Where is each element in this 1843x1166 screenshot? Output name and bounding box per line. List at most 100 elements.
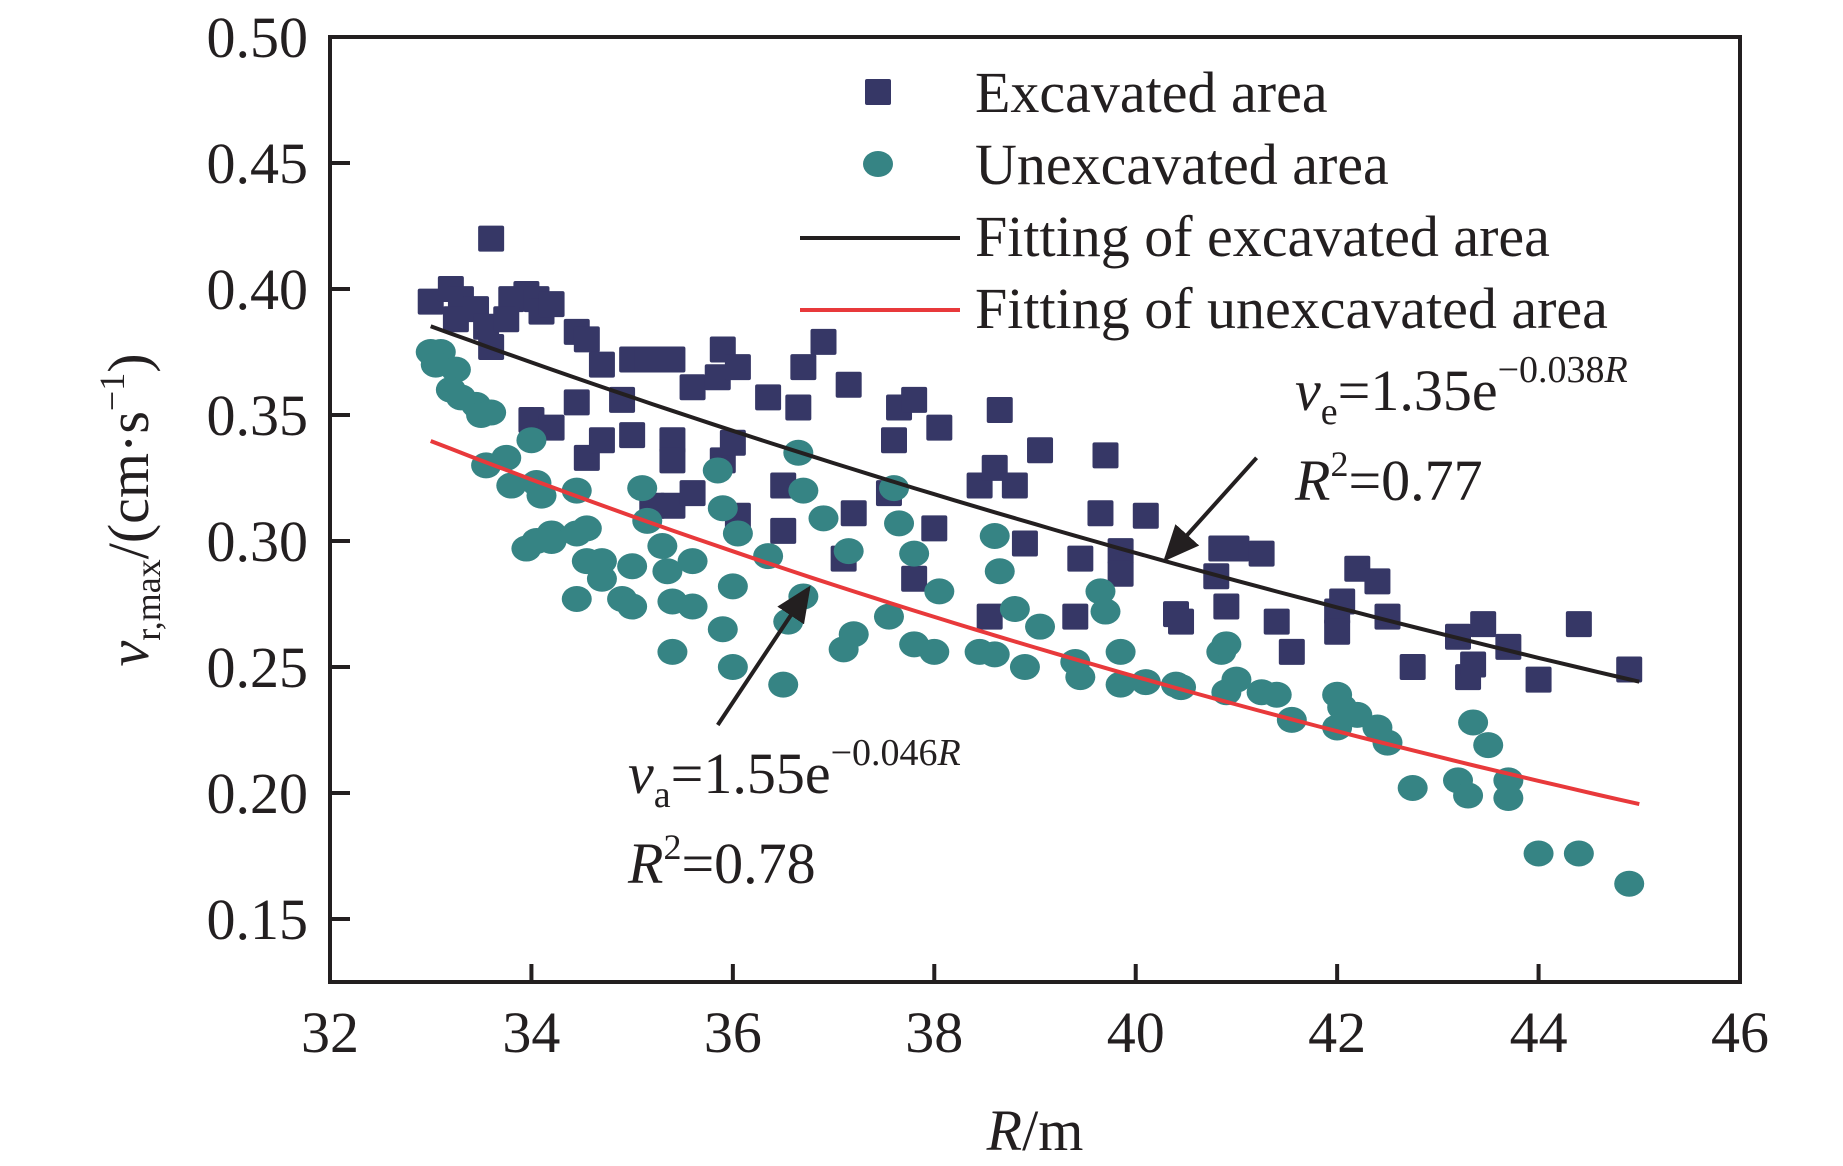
data-point-unexcavated — [1105, 638, 1136, 665]
data-point-unexcavated — [496, 472, 527, 499]
y-tick-label: 0.25 — [207, 635, 309, 700]
data-point-excavated — [1525, 666, 1552, 693]
data-point-excavated — [1364, 568, 1391, 595]
data-point-excavated — [1062, 603, 1089, 630]
data-point-excavated — [901, 386, 928, 413]
y-tick-label: 0.15 — [207, 887, 309, 952]
data-point-unexcavated — [722, 520, 753, 547]
legend-item: Unexcavated area — [863, 132, 1389, 197]
data-point-unexcavated — [647, 533, 678, 560]
data-point-unexcavated — [899, 540, 930, 567]
x-tick-label: 34 — [502, 1000, 560, 1065]
data-point-unexcavated — [808, 505, 839, 532]
data-point-unexcavated — [1065, 664, 1096, 691]
annotations: ve=1.35e−0.038R R2=0.77 va=1.55e−0.046R R2=… — [627, 349, 1628, 896]
data-point-unexcavated — [788, 477, 819, 504]
data-point-unexcavated — [984, 558, 1015, 585]
data-point-unexcavated — [702, 457, 733, 484]
data-point-excavated — [659, 346, 686, 373]
data-point-excavated — [518, 407, 545, 434]
x-tick-label: 32 — [301, 1000, 359, 1065]
legend-item: Fitting of excavated area — [800, 204, 1550, 269]
data-point-unexcavated — [999, 596, 1030, 623]
data-point-excavated — [1001, 472, 1028, 499]
data-point-unexcavated — [677, 548, 708, 575]
data-point-excavated — [901, 565, 928, 592]
data-point-unexcavated — [1025, 613, 1056, 640]
data-point-excavated — [1132, 502, 1159, 529]
data-point-excavated — [679, 374, 706, 401]
legend-label: Fitting of unexcavated area — [975, 276, 1608, 341]
x-tick-label: 42 — [1308, 1000, 1366, 1065]
data-point-excavated — [770, 517, 797, 544]
data-point-unexcavated — [707, 616, 738, 643]
y-tick-label: 0.50 — [207, 5, 309, 70]
r-squared-unexcavated: R2=0.78 — [627, 827, 816, 896]
fit-lines — [429, 324, 1640, 807]
data-point-excavated — [921, 515, 948, 542]
plot-frame — [328, 35, 1742, 984]
data-point-excavated — [1213, 593, 1240, 620]
axis-titles: R/m vr,max/(cm·s−1) — [92, 353, 1083, 1163]
equation-excavated: ve=1.35e−0.038R — [1295, 349, 1628, 433]
data-point-excavated — [563, 389, 590, 416]
data-point-unexcavated — [1453, 782, 1484, 809]
data-point-unexcavated — [476, 399, 507, 426]
data-point-unexcavated — [1221, 666, 1252, 693]
y-tick-label: 0.45 — [207, 131, 309, 196]
data-point-unexcavated — [516, 427, 547, 454]
data-point-unexcavated — [617, 593, 648, 620]
y-tick-label: 0.35 — [207, 383, 309, 448]
data-point-unexcavated — [1105, 671, 1136, 698]
data-point-unexcavated — [586, 565, 617, 592]
data-point-unexcavated — [1211, 631, 1242, 658]
data-point-excavated — [619, 422, 646, 449]
data-point-excavated — [840, 500, 867, 527]
y-tick-label: 0.30 — [207, 509, 309, 574]
data-point-excavated — [1107, 560, 1134, 587]
data-point-excavated — [1092, 442, 1119, 469]
data-point-excavated — [679, 480, 706, 507]
data-point-excavated — [719, 429, 746, 456]
x-tick-label: 38 — [905, 1000, 963, 1065]
data-point-excavated — [981, 454, 1008, 481]
data-point-unexcavated — [536, 528, 567, 554]
data-point-unexcavated — [768, 671, 799, 698]
x-tick-label: 44 — [1510, 1000, 1568, 1065]
x-axis-title: R/m — [986, 1098, 1084, 1163]
data-point-unexcavated — [979, 522, 1010, 549]
data-point-unexcavated — [677, 593, 708, 620]
data-point-unexcavated — [1473, 732, 1504, 759]
data-point-unexcavated — [1458, 709, 1489, 736]
data-point-unexcavated — [657, 638, 688, 665]
data-point-excavated — [785, 394, 812, 421]
data-point-excavated — [1470, 611, 1497, 638]
y-axis-title: vr,max/(cm·s−1) — [92, 353, 168, 666]
data-point-excavated — [1107, 538, 1134, 565]
data-point-excavated — [1399, 654, 1426, 680]
data-point-unexcavated — [652, 558, 683, 585]
data-point-excavated — [659, 492, 686, 519]
data-point-unexcavated — [979, 641, 1010, 668]
fit-line-excavated — [430, 324, 1640, 684]
data-point-excavated — [1011, 530, 1038, 557]
data-point-unexcavated — [617, 553, 648, 580]
data-point-excavated — [1087, 500, 1114, 527]
data-point-unexcavated — [884, 510, 915, 537]
data-point-unexcavated — [1261, 681, 1292, 708]
y-tick-label: 0.40 — [207, 257, 309, 322]
annotation-arrow — [716, 585, 811, 727]
legend-item: Fitting of unexcavated area — [800, 276, 1608, 341]
data-point-excavated — [1460, 651, 1487, 678]
data-point-excavated — [573, 326, 600, 353]
data-point-excavated — [1067, 545, 1094, 572]
data-point-unexcavated — [707, 495, 738, 522]
data-point-excavated — [1027, 437, 1054, 464]
y-tick-label: 0.20 — [207, 761, 309, 826]
data-point-unexcavated — [873, 603, 904, 630]
data-point-unexcavated — [440, 356, 471, 383]
data-point-unexcavated — [1493, 785, 1524, 812]
legend: Excavated area Unexcavated area Fitting of… — [800, 60, 1608, 341]
legend-label: Excavated area — [975, 60, 1328, 125]
